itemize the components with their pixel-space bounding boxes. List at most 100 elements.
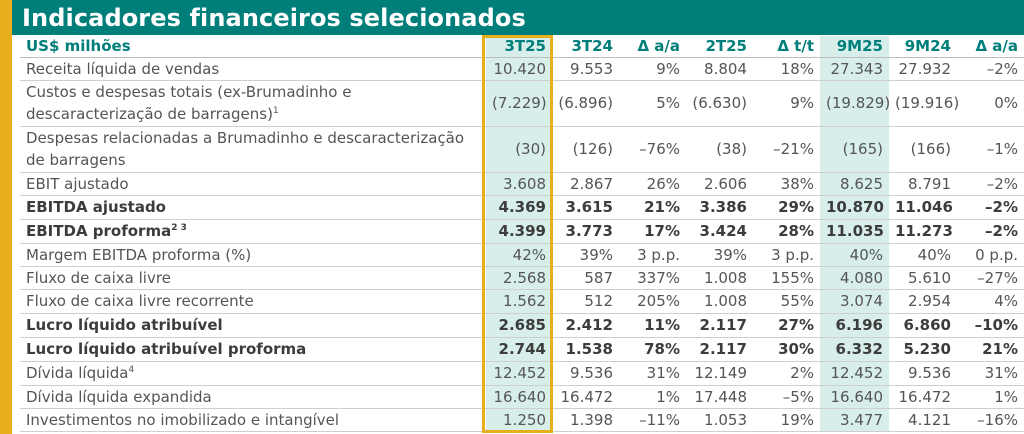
cell-value: 0 p.p. xyxy=(957,243,1024,267)
cell-value: 78% xyxy=(619,337,686,362)
cell-value: 10.870 xyxy=(820,195,889,220)
cell-value: 1.053 xyxy=(686,408,753,432)
cell-value: 9.536 xyxy=(552,361,619,386)
cell-value: 4% xyxy=(957,289,1024,314)
cell-value: 28% xyxy=(753,219,820,244)
col-header: 3T24 xyxy=(552,36,619,58)
cell-value: 55% xyxy=(753,289,820,314)
table-row: Lucro líquido atribuível 2.685 2.412 11% 2.1… xyxy=(20,313,1024,338)
cell-value: 12.149 xyxy=(686,361,753,386)
row-label: EBITDA proforma2 3 xyxy=(20,219,486,244)
table-row: EBITDA proforma2 3 4.399 3.773 17% 3.424 28% 1… xyxy=(20,219,1024,244)
cell-value: –11% xyxy=(619,408,686,432)
cell-value: 1.538 xyxy=(552,337,619,362)
col-header: 9M25 xyxy=(820,36,889,58)
cell-value: (38) xyxy=(686,126,753,173)
table-row: Investimentos no imobilizado e intangíve… xyxy=(20,408,1024,432)
cell-value: 3 p.p. xyxy=(753,243,820,267)
cell-value: –2% xyxy=(957,172,1024,196)
row-label: Dívida líquida4 xyxy=(20,361,486,386)
cell-value: 1.250 xyxy=(486,408,552,432)
cell-value: 6.196 xyxy=(820,313,889,338)
cell-value: 26% xyxy=(619,172,686,196)
cell-value: 31% xyxy=(957,361,1024,386)
cell-value: 27.932 xyxy=(889,57,957,81)
cell-value: 16.472 xyxy=(889,385,957,409)
cell-value: 11.273 xyxy=(889,219,957,244)
cell-value: 5% xyxy=(619,80,686,127)
table-row: Lucro líquido atribuível proforma 2.744 1.… xyxy=(20,337,1024,362)
col-header: 3T25 xyxy=(486,36,552,58)
footnote-marker: 2 3 xyxy=(171,223,187,233)
cell-value: (166) xyxy=(889,126,957,173)
cell-value: 39% xyxy=(552,243,619,267)
cell-value: 2.117 xyxy=(686,313,753,338)
cell-value: 6.860 xyxy=(889,313,957,338)
cell-value: 31% xyxy=(619,361,686,386)
table-row: Dívida líquida4 12.452 9.536 31% 12.149 2% 12.… xyxy=(20,361,1024,386)
cell-value: 39% xyxy=(686,243,753,267)
cell-value: –2% xyxy=(957,219,1024,244)
cell-value: 4.121 xyxy=(889,408,957,432)
cell-value: 1% xyxy=(619,385,686,409)
cell-value: 9% xyxy=(619,57,686,81)
cell-value: 16.472 xyxy=(552,385,619,409)
row-label: EBIT ajustado xyxy=(20,172,486,196)
col-header: Δ a/a xyxy=(619,36,686,58)
cell-value: (19.829) xyxy=(820,80,890,127)
cell-value: (165) xyxy=(820,126,889,173)
cell-value: 16.640 xyxy=(486,385,552,409)
row-label: Lucro líquido atribuível xyxy=(20,313,486,338)
row-label: Lucro líquido atribuível proforma xyxy=(20,337,486,362)
header-row: US$ milhões 3T25 3T24 Δ a/a 2T25 Δ t/t 9… xyxy=(20,36,1024,58)
footnote-marker: 4 xyxy=(128,365,135,375)
cell-value: 11.046 xyxy=(889,195,957,220)
cell-value: 2.412 xyxy=(552,313,619,338)
table-row: EBITDA ajustado 4.369 3.615 21% 3.386 29% 10.8… xyxy=(20,195,1024,220)
cell-value: 11% xyxy=(619,313,686,338)
cell-value: 2.744 xyxy=(486,337,552,362)
cell-value: –1% xyxy=(957,126,1024,173)
footnote-marker: 1 xyxy=(272,106,279,116)
cell-value: –76% xyxy=(619,126,686,173)
row-label: EBITDA ajustado xyxy=(20,195,486,220)
cell-value: 1.008 xyxy=(686,266,753,290)
col-header: Δ t/t xyxy=(753,36,820,58)
cell-value: 1.398 xyxy=(552,408,619,432)
cell-value: 2.685 xyxy=(486,313,552,338)
cell-value: 2% xyxy=(753,361,820,386)
accent-bar xyxy=(0,0,12,434)
cell-value: 1.562 xyxy=(486,289,552,314)
cell-value: 40% xyxy=(889,243,957,267)
table-row: Despesas relacionadas a Brumadinho e des… xyxy=(20,126,1024,173)
cell-value: (126) xyxy=(552,126,619,173)
table-row: EBIT ajustado 3.608 2.867 26% 2.606 38% 8.625 8… xyxy=(20,172,1024,196)
cell-value: 4.080 xyxy=(820,266,889,290)
cell-value: 30% xyxy=(753,337,820,362)
cell-value: 19% xyxy=(753,408,820,432)
financial-indicators-table: US$ milhões 3T25 3T24 Δ a/a 2T25 Δ t/t 9… xyxy=(20,36,1024,432)
cell-value: 9.536 xyxy=(889,361,957,386)
table-row: Receita líquida de vendas 10.420 9.553 9% 8.… xyxy=(20,57,1024,81)
cell-value: –10% xyxy=(957,313,1024,338)
cell-value: 1.008 xyxy=(686,289,753,314)
cell-value: 8.625 xyxy=(820,172,889,196)
cell-value: 12.452 xyxy=(820,361,889,386)
cell-value: 3.615 xyxy=(552,195,619,220)
cell-value: 17.448 xyxy=(686,385,753,409)
cell-value: –2% xyxy=(957,195,1024,220)
row-label: Investimentos no imobilizado e intangíve… xyxy=(20,408,486,432)
cell-value: 18% xyxy=(753,57,820,81)
cell-value: (30) xyxy=(486,126,552,173)
cell-value: 3.477 xyxy=(820,408,889,432)
cell-value: 155% xyxy=(753,266,820,290)
row-label: Fluxo de caixa livre xyxy=(20,266,486,290)
cell-value: (6.896) xyxy=(552,80,619,127)
cell-value: 27.343 xyxy=(820,57,889,81)
cell-value: 9.553 xyxy=(552,57,619,81)
cell-value: 205% xyxy=(619,289,686,314)
cell-value: 21% xyxy=(619,195,686,220)
cell-value: 38% xyxy=(753,172,820,196)
row-label: Receita líquida de vendas xyxy=(20,57,486,81)
cell-value: –5% xyxy=(753,385,820,409)
